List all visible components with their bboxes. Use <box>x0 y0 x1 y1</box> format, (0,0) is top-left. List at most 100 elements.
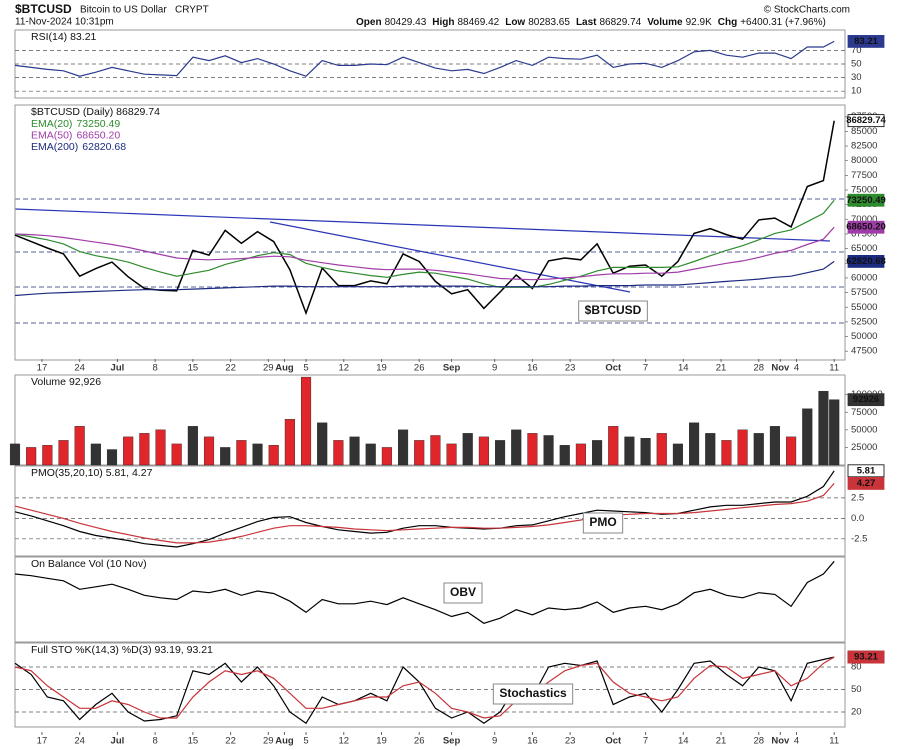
panel-frame <box>14 104 846 361</box>
x-tick-label: 17 <box>37 736 48 747</box>
volume-bar <box>829 399 840 466</box>
x-tick-label: 22 <box>225 363 236 374</box>
y-tick-label: 77500 <box>851 170 877 181</box>
volume-bar <box>640 438 651 466</box>
y-tick-label: 50000 <box>851 424 877 435</box>
last-value-label: 62820.68 <box>846 256 886 267</box>
volume-bar <box>398 429 409 466</box>
legend-value: 68650.20 <box>76 129 120 141</box>
y-tick-label: 47500 <box>851 346 877 357</box>
quote-value: 92.9K <box>686 17 712 28</box>
volume-bar <box>123 436 134 466</box>
x-tick-label: Oct <box>605 736 622 747</box>
volume-bar <box>9 443 21 466</box>
volume-bar <box>818 390 829 466</box>
legend-entry: EMA(50) 68650.20 <box>31 129 120 141</box>
legend-entry: EMA(20) 73250.49 <box>31 118 120 130</box>
x-tick-label: 19 <box>376 363 387 374</box>
quote-label: Low <box>505 17 525 28</box>
volume-bar <box>187 426 198 466</box>
x-tick-label: 9 <box>492 363 497 374</box>
volume-bar <box>90 443 101 466</box>
volume-bar <box>106 449 118 466</box>
volume-bar <box>689 422 700 466</box>
volume-bar <box>446 443 457 466</box>
volume-bar <box>737 429 748 466</box>
x-tick-label: 7 <box>643 736 648 747</box>
quote-value: 86829.74 <box>600 17 642 28</box>
x-tick-label: 26 <box>414 736 425 747</box>
volume-bar <box>430 435 441 466</box>
volume-bar <box>26 447 37 466</box>
series-line <box>14 656 835 725</box>
x-tick-label: Nov <box>771 363 790 374</box>
x-tick-label: 24 <box>74 736 85 747</box>
y-tick-label: 20 <box>851 707 862 718</box>
x-tick-label: 5 <box>303 363 308 374</box>
volume-bar <box>414 440 425 466</box>
last-value-box <box>847 193 885 207</box>
panel-title: On Balance Vol (10 Nov) <box>31 558 147 570</box>
x-tick-label: Jul <box>111 363 125 374</box>
y-tick-label: 70000 <box>851 214 877 225</box>
x-tick-label: 23 <box>565 363 576 374</box>
series-line <box>14 40 835 77</box>
panel-frame <box>14 556 846 643</box>
last-value-label: 4.27 <box>857 478 876 489</box>
y-tick-label: 70 <box>851 45 862 56</box>
x-tick-label: 22 <box>225 736 236 747</box>
volume-bar <box>268 445 279 466</box>
volume-bar <box>527 433 538 466</box>
x-tick-label: 28 <box>753 736 764 747</box>
volume-bar <box>705 433 716 466</box>
x-tick-label: 4 <box>794 736 799 747</box>
legend-name: EMA(20) <box>31 118 72 130</box>
panel-frame <box>14 465 846 557</box>
volume-bar <box>608 426 619 466</box>
x-tick-label: 29 <box>263 736 274 747</box>
volume-bar <box>236 440 247 466</box>
last-value-box <box>847 477 885 490</box>
legend-value: 62820.68 <box>82 141 126 153</box>
x-tick-label: Aug <box>275 363 294 374</box>
annotation-box <box>578 300 648 322</box>
volume-bar <box>672 443 683 466</box>
x-tick-label: 15 <box>188 363 199 374</box>
x-tick-label: 16 <box>527 736 538 747</box>
volume-bar <box>333 440 344 466</box>
y-tick-label: 55000 <box>851 302 877 313</box>
series-line <box>14 483 835 544</box>
quote-label: High <box>432 17 454 28</box>
y-tick-label: 75000 <box>851 185 877 196</box>
quote-value: +6400.31 (+7.96%) <box>740 17 826 28</box>
x-tick-label: 4 <box>794 363 799 374</box>
annotation: $BTCUSD <box>585 303 642 317</box>
y-tick-label: 25000 <box>851 442 877 453</box>
last-value-label: 5.81 <box>857 465 876 476</box>
trendlines <box>14 208 831 293</box>
quote-label: Volume <box>647 17 683 28</box>
x-tick-label: 5 <box>303 736 308 747</box>
series-line <box>14 470 835 548</box>
last-value-label: 73250.49 <box>846 195 886 206</box>
panel-title: Full STO %K(14,3) %D(3) 93.19, 93.21 <box>31 644 213 656</box>
volume-bar <box>155 429 166 466</box>
volume-bar <box>656 433 667 466</box>
annotation-box <box>443 582 483 604</box>
volume-bar <box>139 433 150 466</box>
annotation-box <box>582 512 624 534</box>
last-value-label: 92926 <box>853 394 879 405</box>
symbol: $BTCUSD <box>15 2 72 16</box>
volume-bar <box>511 429 522 466</box>
x-tick-label: 19 <box>376 736 387 747</box>
support-lines <box>15 198 845 324</box>
x-tick-label: Sep <box>443 736 461 747</box>
quote-label: Open <box>356 17 382 28</box>
volume-bar <box>220 447 231 466</box>
panel-title: RSI(14) 83.21 <box>31 31 97 43</box>
trendline <box>14 208 831 242</box>
volume-bar <box>74 426 85 466</box>
volume-bar <box>300 376 312 466</box>
x-tick-label: 29 <box>263 363 274 374</box>
